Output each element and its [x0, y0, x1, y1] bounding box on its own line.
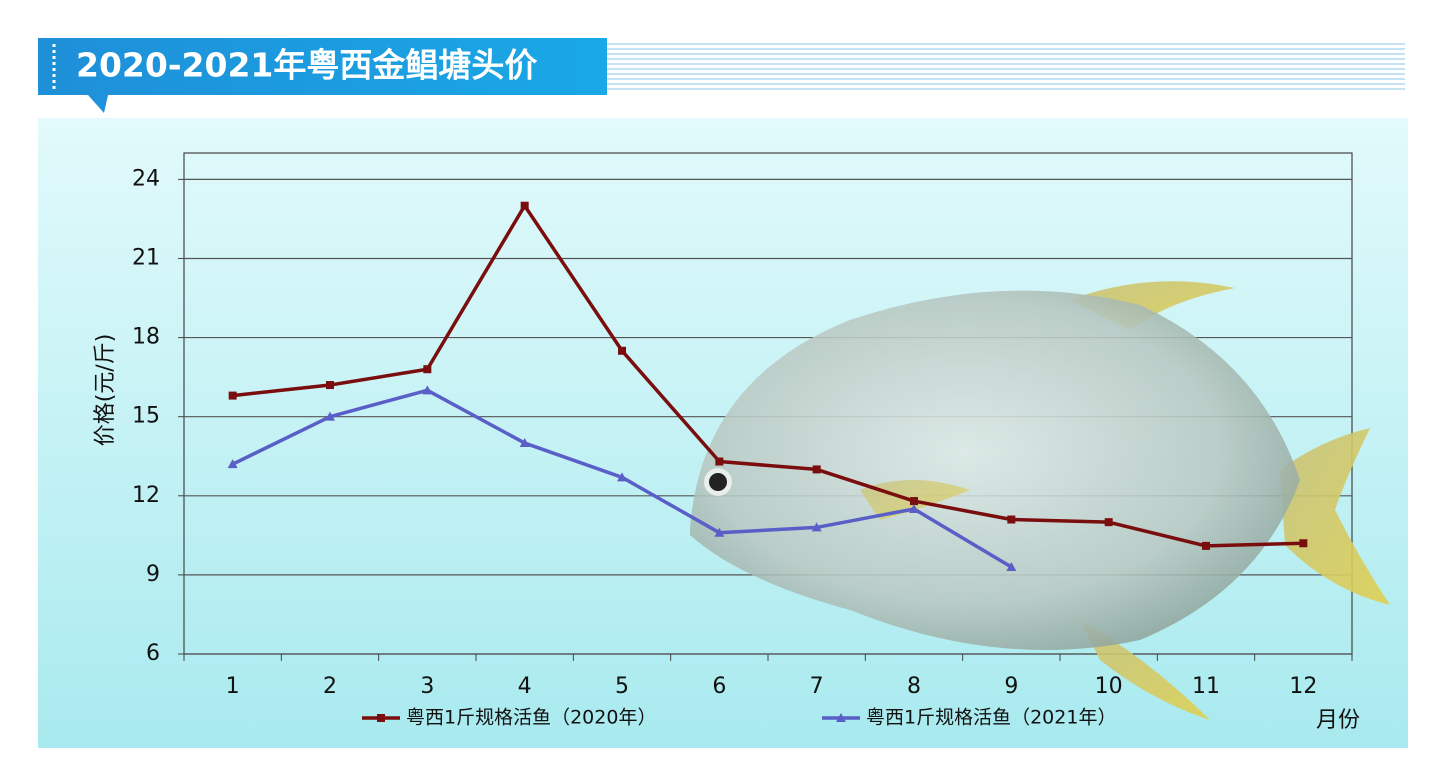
x-tick-label: 8: [907, 674, 921, 699]
series-line: [232, 203, 1304, 548]
marker: [520, 201, 529, 210]
marker: [1202, 541, 1210, 550]
x-tick-label: 5: [615, 674, 629, 699]
title-banner: [38, 38, 607, 113]
x-tick-label: 2: [323, 674, 337, 699]
marker: [1006, 561, 1017, 571]
marker: [1104, 518, 1113, 527]
marker: [326, 381, 334, 390]
marker: [618, 346, 626, 355]
marker: [909, 503, 919, 513]
marker: [836, 713, 846, 722]
legend-label: 粤西1斤规格活鱼（2020年）: [406, 707, 656, 729]
y-tick-label: 18: [132, 325, 160, 350]
x-tick-label: 9: [1004, 674, 1018, 699]
marker: [1007, 515, 1016, 524]
fish-illustration: [690, 281, 1390, 720]
x-tick-label: 10: [1095, 674, 1123, 699]
header-stripes: [607, 43, 1405, 90]
marker: [423, 365, 432, 374]
x-tick-label: 3: [420, 674, 434, 699]
marker: [715, 457, 724, 466]
marker: [422, 385, 433, 395]
marker: [519, 438, 530, 448]
y-tick-label: 6: [146, 641, 160, 666]
x-tick-label: 6: [712, 674, 726, 699]
x-tick-label: 4: [518, 674, 532, 699]
y-tick-label: 15: [132, 404, 160, 429]
marker: [227, 459, 238, 469]
x-tick-label: 1: [226, 674, 240, 699]
chart-title: 2020-2021年粤西金鲳塘头价: [76, 46, 537, 85]
marker: [812, 465, 821, 474]
legend-label: 粤西1斤规格活鱼（2021年）: [866, 707, 1116, 729]
y-axis-label: 价格(元/斤): [93, 334, 118, 447]
marker: [910, 497, 918, 506]
marker: [1299, 539, 1308, 548]
x-tick-label: 11: [1192, 674, 1220, 699]
y-tick-label: 24: [132, 166, 160, 191]
x-tick-label: 12: [1289, 674, 1317, 699]
marker: [811, 522, 822, 532]
marker: [377, 714, 385, 722]
marker: [325, 411, 335, 421]
marker: [617, 472, 627, 482]
marker: [714, 527, 725, 537]
marker: [228, 391, 237, 400]
y-tick-label: 21: [132, 245, 160, 270]
y-tick-label: 12: [132, 483, 160, 508]
x-tick-label: 7: [810, 674, 824, 699]
y-tick-label: 9: [146, 562, 160, 587]
x-axis-label: 月份: [1316, 708, 1360, 733]
